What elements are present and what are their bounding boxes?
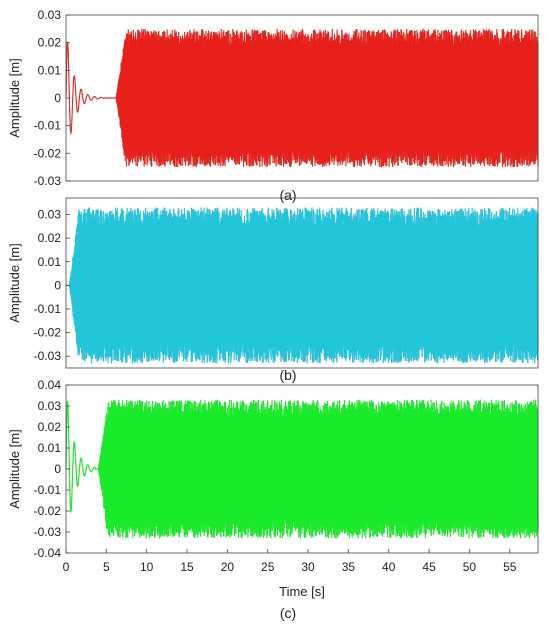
y-tick-label: -0.01 <box>34 302 62 316</box>
y-tick-label: 0.03 <box>38 399 62 413</box>
y-tick-label: -0.03 <box>34 174 62 188</box>
signal-line <box>65 399 539 539</box>
y-tick-label: -0.02 <box>34 326 62 340</box>
y-tick-label: 0 <box>54 278 61 292</box>
y-tick-label: 0.04 <box>38 378 62 392</box>
y-tick-label: 0 <box>54 91 61 105</box>
panel-c: 0.04 0.03 0.02 0.01 0 -0.01 -0.02 -0.03 -0.04 Amp… <box>7 378 539 621</box>
y-tick-label: -0.01 <box>34 483 62 497</box>
y-tick-label: 0.03 <box>38 208 62 222</box>
y-tick-label: -0.02 <box>34 504 62 518</box>
panel-a: 0.03 0.02 0.01 0 -0.01 -0.02 -0.03 Amplitude [m… <box>7 8 539 203</box>
y-tick-label: 0.02 <box>38 420 62 434</box>
y-tick-label: -0.03 <box>34 349 62 363</box>
x-tick-label: 40 <box>382 560 396 574</box>
x-tick-label: 50 <box>463 560 477 574</box>
x-tick-label: 5 <box>103 560 110 574</box>
x-tick-label: 10 <box>140 560 154 574</box>
y-tick-label: 0.02 <box>38 231 62 245</box>
x-tick-label: 25 <box>261 560 275 574</box>
plot-frame <box>65 197 539 369</box>
x-axis-label: Time [s] <box>279 584 325 599</box>
y-tick-label: 0.01 <box>38 441 62 455</box>
y-tick-label: 0.01 <box>38 255 62 269</box>
signal-line <box>66 207 539 364</box>
x-tick-label: 55 <box>503 560 517 574</box>
x-tick-label: 45 <box>422 560 436 574</box>
y-tick-label: 0.03 <box>38 8 62 22</box>
y-axis-label: Amplitude [m] <box>7 58 22 137</box>
x-tick-label: 15 <box>180 560 194 574</box>
y-axis-label: Amplitude [m] <box>7 243 22 322</box>
y-tick-label: 0.02 <box>38 36 62 50</box>
x-tick-label: 35 <box>342 560 356 574</box>
x-tick-label: 20 <box>221 560 235 574</box>
y-axis-label: Amplitude [m] <box>7 429 22 508</box>
y-tick-label: -0.03 <box>34 525 62 539</box>
panel-caption: (b) <box>279 367 296 383</box>
panel-caption: (c) <box>280 605 296 621</box>
y-tick-label: -0.04 <box>34 546 62 560</box>
panel-caption: (a) <box>279 187 296 203</box>
y-tick-label: 0.01 <box>38 63 62 77</box>
x-tick-label: 30 <box>301 560 315 574</box>
signal-line <box>65 28 539 168</box>
panel-b: 0.03 0.02 0.01 0 -0.01 -0.02 -0.03 Amplitude [m… <box>7 197 539 383</box>
y-tick-label: 0 <box>54 462 61 476</box>
x-tick-label: 0 <box>63 560 70 574</box>
y-tick-label: -0.02 <box>34 146 62 160</box>
y-tick-label: -0.01 <box>34 119 62 133</box>
